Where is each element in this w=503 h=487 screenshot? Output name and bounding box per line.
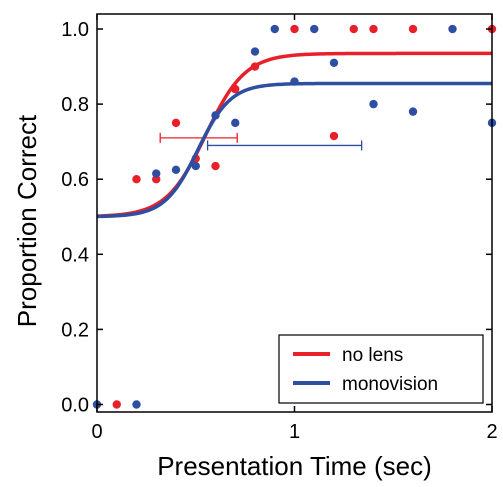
point-monovision-2	[152, 169, 161, 178]
series-no-lens	[96, 24, 497, 409]
y-tick-label-4: 0.8	[61, 94, 89, 116]
series-layer	[92, 24, 497, 409]
y-tick-label-3: 0.6	[61, 169, 89, 191]
y-tick-label-0: 0.0	[61, 394, 89, 416]
point-monovision-7	[250, 47, 260, 56]
point-no-lens-3	[171, 118, 181, 128]
point-no-lens-0	[112, 400, 121, 409]
point-no-lens-8	[290, 24, 299, 34]
point-monovision-13	[408, 107, 418, 116]
y-tick-label-5: 1.0	[61, 19, 89, 41]
point-monovision-8	[270, 24, 279, 34]
point-no-lens-11	[369, 24, 378, 34]
point-monovision-3	[171, 165, 181, 175]
fit-curve-no-lens	[96, 51, 492, 218]
point-monovision-14	[448, 24, 457, 34]
fit-curve-monovision	[96, 81, 492, 219]
y-tick-label-2: 0.4	[61, 244, 89, 266]
point-no-lens-5	[211, 161, 220, 171]
legend-box	[278, 334, 484, 404]
legend-label-no-lens: no lens	[342, 345, 403, 366]
legend: no lens monovision	[278, 334, 484, 404]
point-monovision-6	[231, 118, 240, 128]
x-tick-label-1: 1	[289, 421, 300, 443]
point-no-lens-12	[408, 24, 418, 34]
point-no-lens-1	[132, 175, 141, 184]
ticks-layer: 0 1 2 0.0 0.2 0.4 0.6 0.8 1.0	[61, 14, 498, 443]
point-monovision-4	[191, 161, 200, 171]
point-monovision-10	[310, 24, 319, 34]
x-axis-title: Presentation Time (sec)	[157, 451, 432, 481]
point-no-lens-9	[329, 131, 339, 141]
legend-label-monovision: monovision	[342, 374, 438, 395]
point-monovision-11	[329, 58, 339, 68]
point-monovision-12	[369, 99, 378, 109]
series-monovision	[92, 24, 497, 409]
y-axis-title: Proportion Correct	[12, 114, 42, 327]
y-tick-label-1: 0.2	[61, 319, 89, 341]
point-monovision-1	[132, 400, 141, 409]
point-no-lens-10	[349, 24, 358, 34]
x-tick-label-0: 0	[91, 421, 102, 443]
x-tick-label-2: 2	[486, 421, 497, 443]
